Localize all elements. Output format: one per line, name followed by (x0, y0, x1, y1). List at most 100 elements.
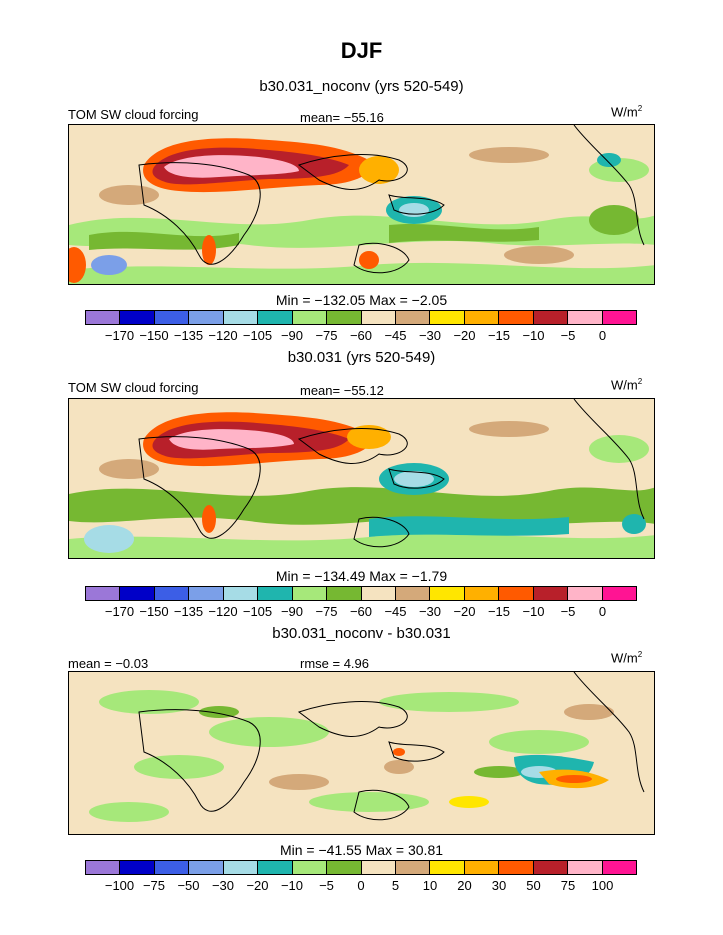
panel-2-colorbar-tick-label: −60 (349, 604, 373, 619)
panel-2-colorbar-tick-label: −30 (418, 604, 442, 619)
panel-2-colorbar-swatch (258, 587, 293, 600)
panel-3-units: W/m2 (611, 650, 643, 666)
panel-3-map (68, 671, 655, 835)
panel-3-colorbar-swatch (361, 861, 396, 874)
panel-2-colorbar-swatch (430, 587, 465, 600)
panel-2-colorbar-swatch (533, 587, 569, 600)
panel-1-colorbar-swatch (602, 311, 636, 324)
panel-2-colorbar-tick-label: −135 (173, 604, 204, 619)
panel-3-colorbar-swatch (499, 861, 534, 874)
panel-1-colorbar-tick-label: −10 (522, 328, 545, 343)
panel-3-colorbar-swatch (86, 861, 121, 874)
panel-3-colorbar-swatch (223, 861, 259, 874)
panel-3-colorbar-tick-label: 30 (491, 878, 507, 893)
panel-1-colorbar-tick-label: −5 (560, 328, 576, 343)
panel-1-colorbar-swatch (292, 311, 328, 324)
panel-2-colorbar-swatch (568, 587, 603, 600)
panel-1-mean-label: mean= −55.16 (300, 110, 384, 125)
panel-3-colorbar-swatch (258, 861, 293, 874)
panel-3-colorbar-swatch (568, 861, 603, 874)
panel-1-colorbar-swatch (464, 311, 500, 324)
panel-2-stats: Min = −134.49 Max = −1.79 (275, 568, 448, 584)
panel-1-colorbar-swatch (361, 311, 396, 324)
panel-1-colorbar-swatch (154, 311, 190, 324)
panel-3-colorbar-tick-label: −20 (246, 878, 269, 893)
panel-2-mean-label: mean= −55.12 (300, 383, 384, 398)
panel-1-colorbar-tick-label: −45 (384, 328, 407, 343)
panel-1-colorbar-swatch (223, 311, 259, 324)
panel-2-colorbar-tick-label: 0 (598, 604, 607, 619)
panel-2-colorbar-swatch (154, 587, 190, 600)
panel-2-colorbar-tick-label: −20 (453, 604, 476, 619)
panel-2-colorbar (85, 586, 637, 601)
panel-2-colorbar-swatch (120, 587, 155, 600)
panel-2-colorbar-tick-label: −120 (208, 604, 238, 619)
panel-2-units: W/m2 (611, 377, 643, 393)
panel-3-colorbar-tick-label: 75 (560, 878, 576, 893)
panel-3-colorbar-swatch (292, 861, 328, 874)
panel-3-colorbar-tick-label: −5 (319, 878, 334, 893)
panel-1-variable-label: TOM SW cloud forcing (68, 107, 199, 122)
panel-3-colorbar-tick-label: −75 (142, 878, 166, 893)
panel-3-colorbar-swatch (430, 861, 465, 874)
panel-1-colorbar-tick-label: −15 (487, 328, 511, 343)
figure-title: DJF (340, 38, 383, 63)
panel-1-colorbar-tick-label: −150 (139, 328, 169, 343)
panel-2-colorbar-tick-label: −75 (315, 604, 338, 619)
panel-2-colorbar-tick-label: −15 (487, 604, 511, 619)
panel-2-colorbar-tick-label: −90 (280, 604, 304, 619)
panel-3-colorbar-swatch (464, 861, 500, 874)
panel-2-colorbar-swatch (223, 587, 259, 600)
panel-1-colorbar-swatch (568, 311, 603, 324)
panel-1-map (68, 124, 655, 285)
panel-3-mean-label: mean = −0.03 (68, 656, 149, 671)
panel-2-colorbar-swatch (361, 587, 396, 600)
panel-3-colorbar-swatch (154, 861, 190, 874)
panel-2-colorbar-tick-label: −10 (522, 604, 545, 619)
panel-2-colorbar-tick-label: −170 (104, 604, 135, 619)
panel-3-colorbar-swatch (533, 861, 569, 874)
panel-1-colorbar-swatch (533, 311, 569, 324)
panel-3-stats: Min = −41.55 Max = 30.81 (279, 842, 444, 858)
panel-2-colorbar-tick-label: −45 (384, 604, 407, 619)
panel-3-colorbar-tick-label: 20 (457, 878, 472, 893)
panel-1-colorbar-swatch (395, 311, 431, 324)
panel-2-colorbar-swatch (86, 587, 121, 600)
panel-3-colorbar-swatch (327, 861, 362, 874)
panel-1-colorbar-swatch (499, 311, 534, 324)
panel-3-colorbar-swatch (395, 861, 431, 874)
panel-2-colorbar-swatch (499, 587, 534, 600)
panel-2-colorbar-swatch (464, 587, 500, 600)
panel-2-variable-label: TOM SW cloud forcing (68, 380, 199, 395)
panel-3-colorbar-tick-label: 5 (391, 878, 400, 893)
panel-1-colorbar-swatch (120, 311, 155, 324)
panel-1-colorbar-tick-label: −135 (173, 328, 204, 343)
panel-3-colorbar-swatch (120, 861, 155, 874)
panel-3-title: b30.031_noconv - b30.031 (272, 625, 451, 642)
panel-3-rmse-label: rmse = 4.96 (300, 656, 370, 671)
panel-1-colorbar-tick-label: −120 (208, 328, 238, 343)
panel-3-colorbar-tick-label: −50 (177, 878, 200, 893)
panel-3-colorbar-tick-label: 10 (422, 878, 438, 893)
panel-1-colorbar-labels: −170 −150 −135 −120 −105 −90 −75 −60 −45 −30 −20 −1… (85, 328, 637, 344)
panel-1-units: W/m2 (611, 104, 643, 120)
panel-1-colorbar-tick-label: 0 (598, 328, 607, 343)
panel-3-colorbar-tick-label: −30 (211, 878, 235, 893)
panel-3-colorbar-swatch (189, 861, 224, 874)
panel-2-colorbar-tick-label: −5 (560, 604, 576, 619)
panel-1-colorbar (85, 310, 637, 325)
panel-3-colorbar-tick-label: 50 (526, 878, 541, 893)
panel-2-colorbar-swatch (602, 587, 636, 600)
panel-3-colorbar-labels: −100 −75 −50 −30 −20 −10 −5 0 5 10 20 30 50 75 100 (85, 878, 637, 894)
panel-2-colorbar-swatch (292, 587, 328, 600)
panel-1-colorbar-tick-label: −170 (104, 328, 135, 343)
panel-1-colorbar-tick-label: −20 (453, 328, 476, 343)
panel-2-colorbar-swatch (189, 587, 224, 600)
panel-2-colorbar-swatch (327, 587, 362, 600)
panel-3-colorbar-tick-label: 0 (357, 878, 365, 893)
panel-1-colorbar-swatch (258, 311, 293, 324)
panel-1-colorbar-tick-label: −60 (349, 328, 373, 343)
panel-1-colorbar-tick-label: −105 (242, 328, 273, 343)
panel-1-title: b30.031_noconv (yrs 520-549) (259, 78, 464, 95)
panel-2-map (68, 398, 655, 559)
